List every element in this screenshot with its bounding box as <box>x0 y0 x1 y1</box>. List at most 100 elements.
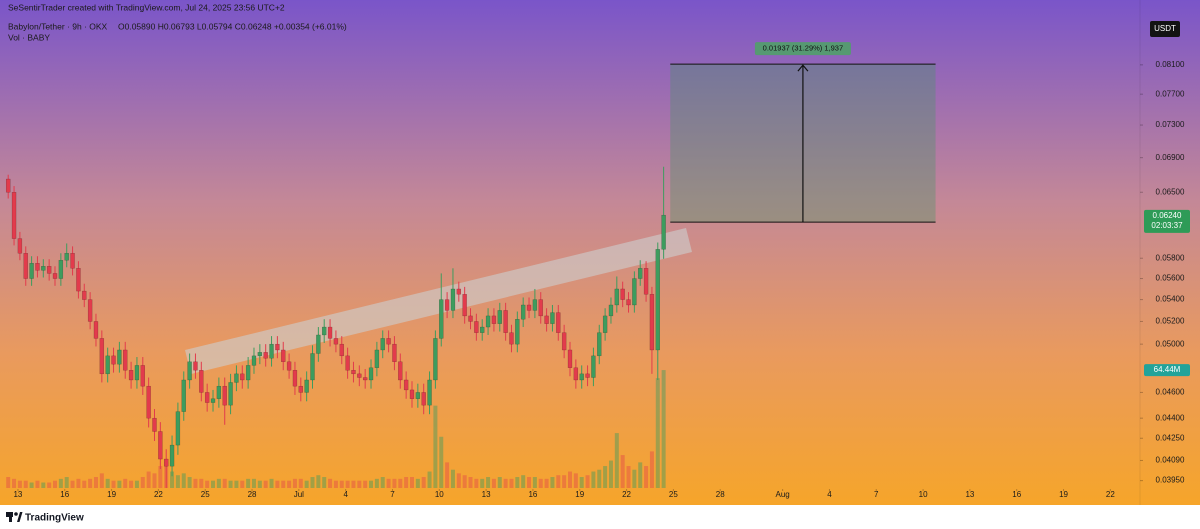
candle-body <box>386 338 391 345</box>
volume-bar <box>608 460 613 488</box>
y-tick-label: 0.06500 <box>1156 187 1185 196</box>
volume-bar <box>427 471 432 488</box>
ohlc-text: O0.05890 H0.06793 L0.05794 C0.06248 +0.0… <box>118 21 347 31</box>
candle-body <box>99 338 105 375</box>
x-tick-label: 13 <box>13 490 22 499</box>
volume-bar <box>17 480 22 488</box>
candle-body <box>491 315 497 324</box>
candle-body <box>140 365 145 387</box>
candle-body <box>439 299 444 339</box>
measure-label: 0.01937 (31.29%) 1,937 <box>763 44 843 53</box>
volume-bar <box>644 466 649 488</box>
channel-band <box>185 228 692 374</box>
volume-bar <box>263 480 268 488</box>
x-tick-label: 7 <box>874 490 879 499</box>
volume-bar <box>550 477 555 488</box>
volume-bar <box>456 473 461 488</box>
volume-bar <box>527 477 532 488</box>
candle-body <box>169 444 175 467</box>
candle-body <box>304 379 309 393</box>
volume-bar <box>304 480 309 488</box>
x-tick-label: Jul <box>294 490 304 499</box>
currency: USDT <box>1154 24 1176 33</box>
volume-bar <box>134 480 139 488</box>
volume-bar <box>562 475 567 488</box>
x-tick-label: 10 <box>435 490 444 499</box>
candle-body <box>327 326 333 339</box>
volume-bar <box>170 471 175 488</box>
candle-body <box>421 392 426 406</box>
volume-bar <box>532 477 537 488</box>
candle-body <box>632 278 637 306</box>
y-tick-label: 0.07300 <box>1156 120 1185 129</box>
volume-bar <box>205 480 210 488</box>
candle-body <box>602 315 608 333</box>
x-tick-label: 19 <box>1059 490 1068 499</box>
candle-body <box>427 379 432 406</box>
volume-bar <box>322 477 327 488</box>
candle-body <box>620 288 625 300</box>
volume-bar <box>287 480 292 488</box>
candle-body <box>614 288 620 306</box>
candle-body <box>181 379 186 412</box>
candle-body <box>655 249 660 351</box>
volume-bar <box>661 370 666 488</box>
candle-body <box>175 411 181 446</box>
candle-body <box>41 266 46 271</box>
candle-body <box>93 321 99 339</box>
volume-bar <box>199 478 204 488</box>
y-tick-label: 0.04090 <box>1156 456 1185 465</box>
x-tick-label: 28 <box>248 490 257 499</box>
volume-bar <box>351 480 356 488</box>
credit: SeSentirTrader created with TradingView.… <box>8 2 285 12</box>
volume-bar <box>181 473 186 488</box>
volume-bar <box>246 478 251 488</box>
volume-bar <box>398 478 403 488</box>
volume-bar <box>573 473 578 488</box>
countdown: 02:03:37 <box>1151 221 1183 230</box>
volume-bar <box>76 478 81 488</box>
x-tick-label: 7 <box>390 490 395 499</box>
candle-body <box>556 312 561 333</box>
candle-body <box>117 349 122 365</box>
volume-bar <box>603 466 608 488</box>
volume-bar <box>123 478 128 488</box>
candle-body <box>415 392 421 399</box>
x-tick-label: 25 <box>669 490 678 499</box>
volume-bar <box>211 480 216 488</box>
candle-body <box>257 352 263 357</box>
candle-body <box>503 310 508 333</box>
x-tick-label: 16 <box>60 490 69 499</box>
x-tick-label: 4 <box>343 490 348 499</box>
candle-body <box>263 352 268 359</box>
volume-bar <box>175 475 180 488</box>
x-tick-label: 16 <box>1012 490 1021 499</box>
volume-bar <box>503 478 508 488</box>
x-tick-label: 19 <box>575 490 584 499</box>
y-tick-label: 0.05400 <box>1156 295 1185 304</box>
volume-bar <box>450 469 455 488</box>
candle-body <box>222 385 227 406</box>
x-tick-label: Aug <box>776 490 790 499</box>
candle-body <box>240 373 245 381</box>
volume-bar <box>585 475 590 488</box>
volume-bar <box>386 478 391 488</box>
x-tick-label: 10 <box>919 490 928 499</box>
volume-title: Vol · BABY <box>8 32 50 42</box>
volume-bar <box>35 480 40 488</box>
volume-bar <box>228 480 233 488</box>
volume-bar <box>234 480 239 488</box>
volume-bar <box>93 477 98 488</box>
volume-bar <box>316 475 321 488</box>
y-tick-label: 0.04250 <box>1156 433 1185 442</box>
candle-body <box>480 326 485 333</box>
volume-bar <box>579 477 584 488</box>
candle-body <box>444 299 450 311</box>
candle-body <box>134 365 140 381</box>
candle-body <box>70 253 75 269</box>
volume-bar <box>12 478 17 488</box>
volume-bar <box>462 475 467 488</box>
candle-body <box>105 355 110 375</box>
volume-bar <box>269 478 274 488</box>
price-tag <box>1144 209 1190 233</box>
